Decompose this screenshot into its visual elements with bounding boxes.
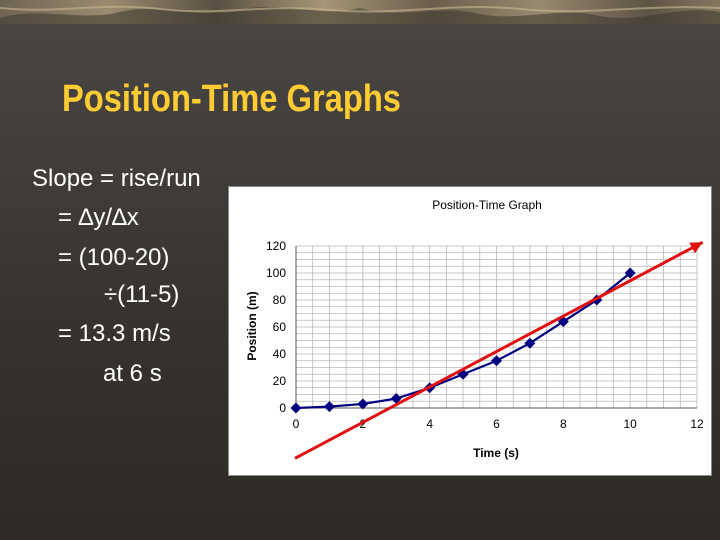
- x-tick-label: 2: [359, 417, 366, 431]
- y-tick-label: 20: [273, 374, 287, 388]
- y-tick-label: 100: [266, 266, 286, 280]
- delta-ratio-line: = ∆y/∆x: [58, 204, 139, 231]
- y-tick-label: 120: [266, 239, 286, 253]
- slope-result-line: = 13.3 m/s: [58, 320, 171, 347]
- x-axis-label: Time (s): [473, 446, 519, 460]
- chart-title: Position-Time Graph: [432, 198, 542, 212]
- y-tick-label: 60: [273, 320, 287, 334]
- slide-title: Position-Time Graphs: [62, 78, 401, 120]
- slope-formula-line: Slope = rise/run: [32, 165, 201, 192]
- y-tick-label: 80: [273, 293, 287, 307]
- y-axis-label: Position (m): [245, 291, 259, 360]
- time-note-line: at 6 s: [103, 360, 162, 387]
- x-tick-label: 8: [560, 417, 567, 431]
- y-tick-label: 40: [273, 347, 287, 361]
- x-tick-label: 4: [426, 417, 433, 431]
- decorative-top-band: [0, 0, 720, 24]
- x-tick-label: 6: [493, 417, 500, 431]
- chart-grid: [295, 245, 698, 409]
- decorative-texture: [0, 5, 720, 24]
- rise-calculation-line: = (100-20): [58, 244, 170, 271]
- position-time-chart: 0 2 4 6 8 10 12 0 20 40 60 80 100 120 Position-Time G…: [228, 186, 712, 476]
- run-calculation-line: ÷(11-5): [104, 281, 180, 308]
- x-tick-label: 12: [690, 417, 704, 431]
- x-tick-label: 10: [623, 417, 637, 431]
- y-tick-label: 0: [279, 401, 286, 415]
- x-tick-label: 0: [293, 417, 300, 431]
